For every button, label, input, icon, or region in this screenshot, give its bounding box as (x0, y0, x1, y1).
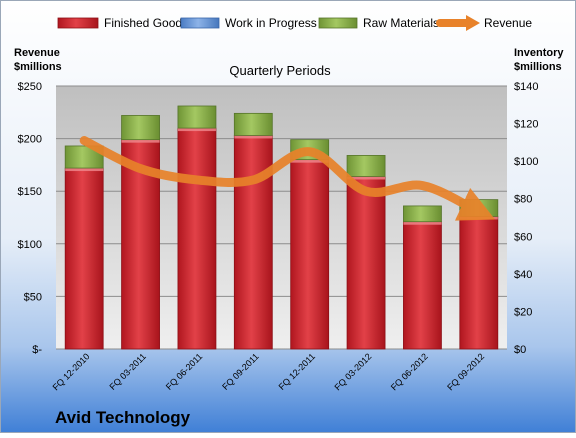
right-axis-title-line1: Inventory (514, 47, 564, 59)
left-axis-title-line1: Revenue (14, 47, 60, 59)
right-tick-label: $120 (514, 119, 538, 131)
legend-swatch-finished-goods (57, 17, 99, 29)
right-axis-ticks: $0 $20 $40 $60 $80 $100 $120 $140 (514, 81, 538, 356)
revenue-line (79, 135, 496, 221)
right-tick-label: $40 (514, 269, 532, 281)
bar-highlight (459, 216, 498, 220)
bar-highlight (65, 168, 104, 172)
right-tick-label: $80 (514, 194, 532, 206)
bar-highlight (347, 176, 386, 180)
bar-raw-materials (121, 115, 160, 141)
bar-highlight (403, 221, 442, 225)
bar-highlight (234, 135, 273, 139)
left-tick-label: $100 (18, 239, 42, 251)
company-name: Avid Technology (55, 408, 191, 427)
bar-finished-goods (233, 135, 273, 350)
left-axis-title-line2: $millions (14, 61, 62, 73)
bar-finished-goods (177, 127, 217, 350)
bar-finished-goods (403, 221, 442, 350)
bar-finished-goods (346, 176, 386, 350)
legend-arrowhead (466, 15, 480, 31)
right-tick-label: $20 (514, 306, 532, 318)
left-tick-label: $50 (24, 291, 42, 303)
right-tick-label: $60 (514, 231, 532, 243)
legend-swatch-work-in-progress (180, 17, 220, 29)
bar-raw-materials (403, 205, 442, 223)
bar-highlight (121, 139, 160, 143)
bar-raw-materials (64, 145, 104, 169)
bars (64, 105, 499, 350)
left-tick-label: $150 (18, 186, 42, 198)
bar-finished-goods (64, 167, 104, 350)
legend: Finished Goods Work in Progress Raw Materi… (57, 15, 532, 31)
bar-highlight (177, 128, 216, 132)
right-tick-label: $100 (514, 156, 538, 168)
legend-label-revenue: Revenue (484, 16, 532, 30)
left-axis-ticks: $- $50 $100 $150 $200 $250 (18, 81, 43, 356)
legend-label-finished-goods: Finished Goods (104, 16, 188, 30)
right-tick-label: $0 (514, 344, 526, 356)
left-tick-label: $250 (18, 81, 42, 93)
legend-label-raw-materials: Raw Materials (363, 16, 439, 30)
right-tick-label: $140 (514, 81, 538, 93)
legend-label-work-in-progress: Work in Progress (225, 16, 317, 30)
left-tick-label: $200 (18, 134, 42, 146)
revenue-line-group (79, 135, 496, 221)
bar-raw-materials (233, 112, 273, 136)
bar-finished-goods (290, 159, 330, 350)
legend-swatch-raw-materials (318, 17, 358, 29)
bar-finished-goods (459, 216, 499, 350)
bar-raw-materials (346, 155, 386, 177)
bar-highlight (290, 159, 329, 163)
chart-title: Quarterly Periods (229, 63, 331, 78)
bar-raw-materials (177, 105, 217, 129)
left-tick-label: $- (32, 344, 42, 356)
right-axis-title-line2: $millions (514, 61, 562, 73)
